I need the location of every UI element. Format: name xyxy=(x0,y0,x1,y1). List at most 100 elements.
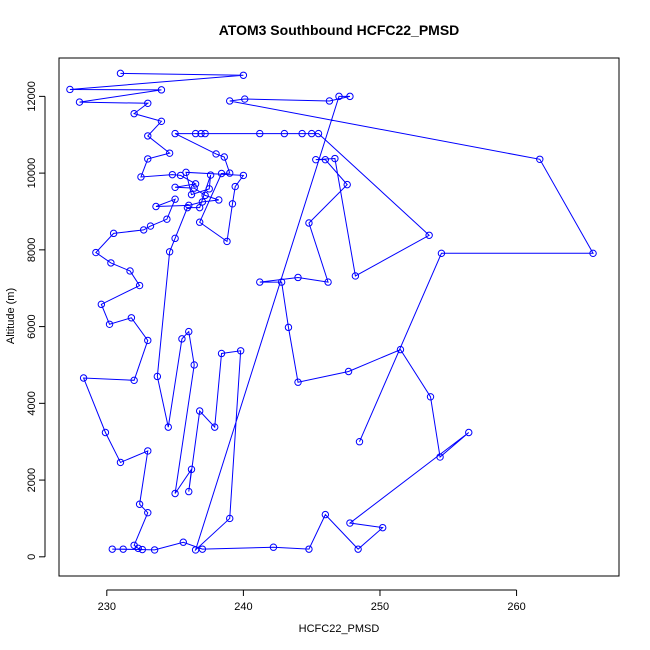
y-tick-label: 4000 xyxy=(26,391,38,415)
x-axis: 230 240 250 260 xyxy=(98,589,526,613)
data-point xyxy=(190,184,198,192)
y-tick-label: 6000 xyxy=(26,314,38,338)
data-point xyxy=(190,361,198,369)
data-point xyxy=(66,85,74,94)
data-point xyxy=(312,155,320,164)
data-point xyxy=(126,267,134,275)
plot-frame xyxy=(58,57,620,577)
data-point xyxy=(256,278,264,286)
data-point xyxy=(146,222,155,230)
data-point xyxy=(307,129,316,138)
data-point xyxy=(191,180,200,188)
data-point xyxy=(144,99,152,107)
y-tick-label: 0 xyxy=(26,554,38,560)
data-point xyxy=(223,237,231,246)
data-point xyxy=(92,248,100,257)
data-point xyxy=(152,202,160,211)
data-point xyxy=(346,92,354,101)
data-point xyxy=(153,372,162,381)
y-tick-label: 10000 xyxy=(26,158,38,189)
data-point xyxy=(344,367,353,376)
data-point xyxy=(144,132,152,140)
data-point xyxy=(198,198,207,206)
data-point xyxy=(321,155,330,164)
data-point xyxy=(176,171,185,180)
data-point xyxy=(144,508,152,517)
data-point xyxy=(197,129,205,138)
data-series xyxy=(66,69,597,554)
x-tick-label: 240 xyxy=(234,601,252,613)
data-point xyxy=(97,300,106,309)
data-point xyxy=(206,171,215,179)
data-point xyxy=(355,438,364,446)
data-point xyxy=(217,169,226,178)
data-point xyxy=(165,149,174,157)
x-axis-label: HCFC22_PMSD xyxy=(299,623,380,635)
data-point xyxy=(144,447,152,455)
data-point xyxy=(191,129,200,138)
x-tick-label: 230 xyxy=(98,601,116,613)
data-point xyxy=(137,173,145,181)
data-point xyxy=(343,180,351,189)
data-point xyxy=(135,281,144,290)
data-point xyxy=(425,231,433,239)
y-tick-label: 2000 xyxy=(26,468,38,492)
data-point xyxy=(239,71,248,79)
data-point xyxy=(269,543,278,551)
data-point xyxy=(168,170,177,179)
chart-title: ATOM3 Southbound HCFC22_PMSD xyxy=(219,22,460,38)
data-point xyxy=(187,465,196,474)
data-point xyxy=(178,335,186,343)
data-point xyxy=(134,544,142,553)
data-point xyxy=(277,278,286,286)
data-point xyxy=(79,374,88,382)
data-point xyxy=(157,117,166,126)
data-point xyxy=(195,203,204,212)
data-point xyxy=(280,129,289,138)
data-point xyxy=(217,349,226,358)
data-point xyxy=(116,69,125,78)
data-point xyxy=(212,150,220,158)
data-point xyxy=(183,203,192,212)
data-point xyxy=(226,97,234,105)
data-point xyxy=(163,215,171,223)
data-point xyxy=(75,98,84,106)
data-point xyxy=(211,423,219,431)
y-tick-label: 12000 xyxy=(26,81,38,112)
data-point xyxy=(164,423,172,431)
data-point xyxy=(220,153,228,161)
data-point xyxy=(105,320,114,328)
data-point xyxy=(354,545,362,553)
data-point xyxy=(107,259,115,267)
data-point xyxy=(239,171,248,180)
data-point xyxy=(101,428,110,437)
data-point xyxy=(346,519,354,527)
x-tick-label: 260 xyxy=(507,601,525,613)
data-point xyxy=(171,489,179,498)
data-point xyxy=(195,407,204,415)
data-point xyxy=(138,545,147,554)
data-point xyxy=(201,191,209,200)
data-point xyxy=(465,428,473,437)
data-point xyxy=(185,487,193,496)
data-point xyxy=(379,523,387,532)
data-point xyxy=(191,546,200,554)
data-point xyxy=(231,182,239,191)
data-point xyxy=(241,95,249,103)
data-point xyxy=(144,336,152,345)
data-point xyxy=(396,345,405,354)
data-point xyxy=(171,183,179,192)
data-point xyxy=(139,226,148,234)
data-point xyxy=(109,229,118,238)
data-point xyxy=(226,514,234,523)
data-point xyxy=(284,323,293,332)
data-point xyxy=(226,169,234,177)
data-point xyxy=(135,500,144,508)
data-point xyxy=(130,109,138,118)
data-point xyxy=(215,196,223,204)
data-point xyxy=(108,545,116,553)
data-point xyxy=(130,376,138,385)
data-point xyxy=(171,234,179,243)
